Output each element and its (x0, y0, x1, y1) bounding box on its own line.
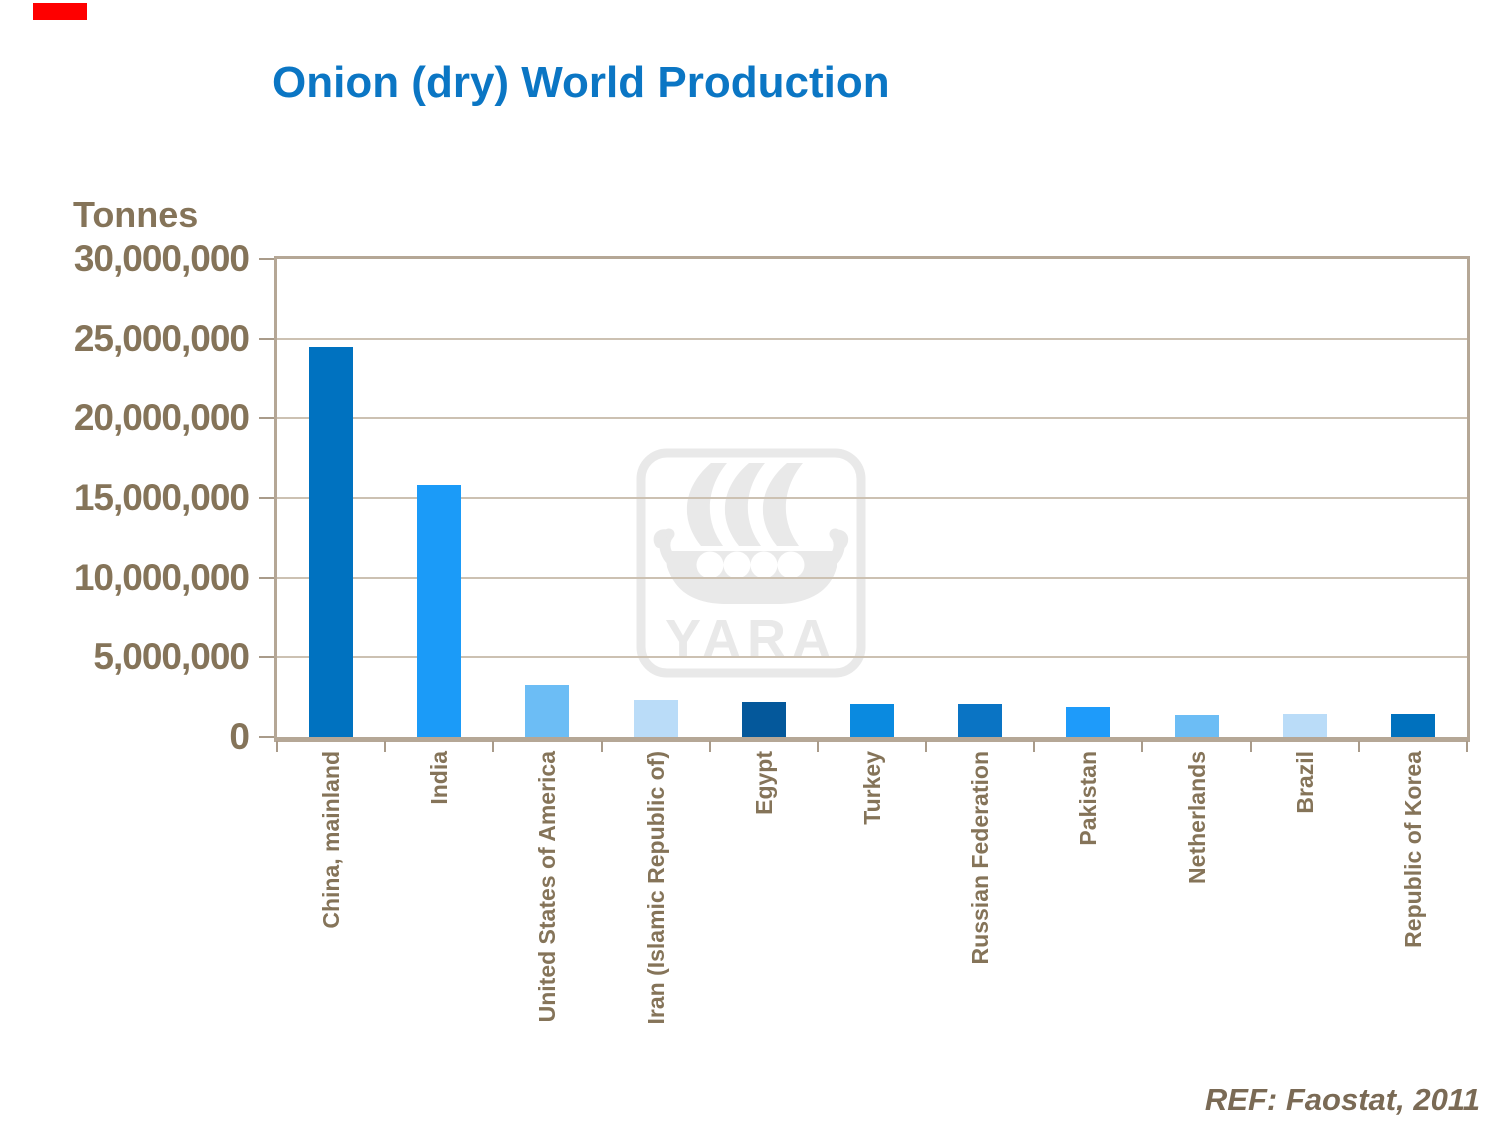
y-tick-label: 0 (229, 716, 250, 757)
yara-logo-watermark: YARA (636, 448, 866, 678)
bar-republic-of-korea (1391, 714, 1435, 737)
gridline (277, 338, 1467, 340)
x-category-label-text: Russian Federation (967, 751, 993, 965)
x-category-label-text: Turkey (859, 751, 885, 825)
x-category-label-text: Netherlands (1184, 751, 1210, 884)
x-category-label-text: Pakistan (1075, 751, 1101, 846)
viking-ship-prow (653, 528, 849, 571)
bar-russian-federation (958, 704, 1002, 737)
x-category-label-pakistan: Pakistan (1074, 751, 1102, 851)
x-category-label-republic-of-korea: Republic of Korea (1399, 751, 1427, 953)
y-tick-label: 5,000,000 (93, 636, 250, 677)
y-tick-label: 25,000,000 (73, 318, 250, 359)
bar-egypt (742, 702, 786, 737)
x-category-label-netherlands: Netherlands (1183, 751, 1211, 889)
y-axis-title: Tonnes (73, 194, 199, 235)
y-tick-label: 10,000,000 (73, 557, 250, 598)
bar-united-states-of-america (525, 685, 569, 737)
y-axis-labels: 30,000,000 25,000,000 20,000,000 15,000,000… (40, 0, 250, 780)
bar-brazil (1283, 714, 1327, 737)
viking-ship-icon (665, 463, 837, 604)
x-category-label-text: India (426, 751, 452, 805)
x-category-label-iran-islamic-republic-of: Iran (Islamic Republic of) (642, 751, 670, 1030)
y-tick-label: 15,000,000 (73, 477, 250, 518)
x-category-label-brazil: Brazil (1291, 751, 1319, 819)
watermark-frame (636, 448, 866, 678)
x-category-label-egypt: Egypt (750, 751, 778, 820)
x-category-label-united-states-of-america: United States of America (533, 751, 561, 1027)
x-category-label-text: United States of America (534, 751, 560, 1023)
x-category-label-turkey: Turkey (858, 751, 886, 830)
x-category-label-text: China, mainland (318, 751, 344, 929)
watermark-logo-text: YARA (665, 609, 837, 669)
bar-iran-islamic-republic-of (634, 700, 678, 737)
bar-india (417, 485, 461, 737)
x-category-label-text: Republic of Korea (1400, 751, 1426, 948)
corner-marker (33, 3, 87, 20)
x-category-label-text: Egypt (751, 751, 777, 815)
bar-pakistan (1066, 707, 1110, 737)
shield-icons (696, 551, 805, 579)
x-category-label-russian-federation: Russian Federation (966, 751, 994, 969)
reference-note: REF: Faostat, 2011 (1204, 1082, 1480, 1117)
x-category-label-text: Iran (Islamic Republic of) (643, 751, 669, 1025)
bar-netherlands (1175, 715, 1219, 737)
bar-turkey (850, 704, 894, 737)
gridline (277, 497, 1467, 499)
gridline (277, 417, 1467, 419)
x-category-label-india: India (425, 751, 453, 810)
gridline (277, 656, 1467, 658)
bar-china-mainland (309, 347, 353, 737)
x-category-label-text: Brazil (1292, 751, 1318, 814)
x-category-label-china-mainland: China, mainland (317, 751, 345, 934)
plot-area: YARA (274, 256, 1470, 742)
chart-title: Onion (dry) World Production (272, 58, 890, 107)
y-tick-label: 20,000,000 (73, 397, 250, 438)
y-tick-label: 30,000,000 (73, 238, 250, 279)
gridline (277, 577, 1467, 579)
